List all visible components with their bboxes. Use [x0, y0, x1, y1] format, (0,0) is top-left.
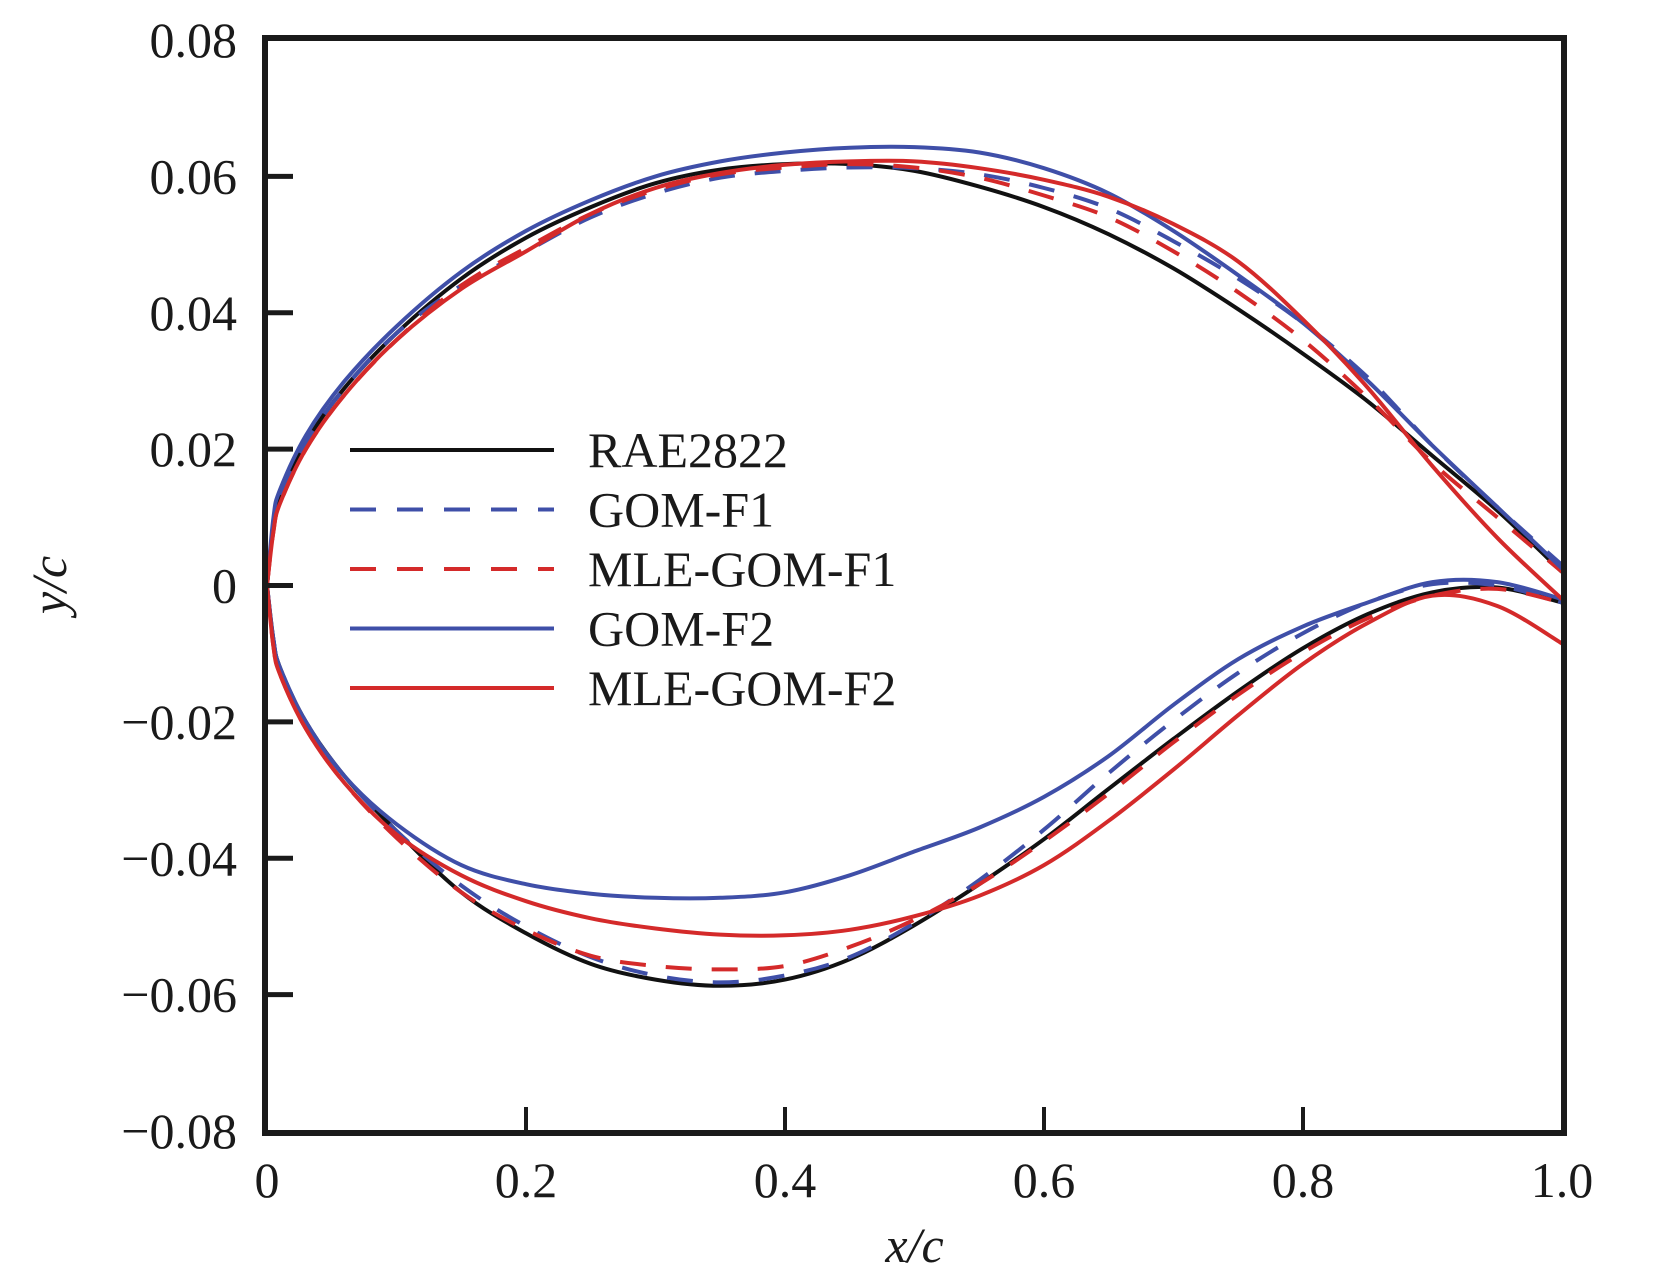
y-tick-label: −0.02 [121, 694, 237, 750]
x-axis-label: x/c [884, 1217, 943, 1273]
plot-frame [262, 35, 1567, 1136]
legend-item: RAE2822 [350, 422, 788, 478]
series-curves [265, 144, 1564, 988]
series-mle-gom-f1 [265, 162, 1564, 972]
curve-gom-f2-upper [265, 144, 1564, 586]
x-tick-label: 0 [255, 1152, 280, 1208]
y-tick-label: 0.06 [150, 148, 238, 204]
curve-mle-gom-f2-lower [265, 585, 1564, 938]
x-tick-label: 1.0 [1531, 1152, 1594, 1208]
legend-label: MLE-GOM-F2 [588, 660, 896, 716]
legend-item: GOM-F2 [350, 601, 774, 657]
series-mle-gom-f2 [265, 158, 1564, 938]
legend-item: MLE-GOM-F2 [350, 660, 896, 716]
curve-gom-f1-upper [265, 165, 1564, 586]
y-tick-label: 0.02 [150, 421, 238, 477]
curve-gom-f2-lower [265, 577, 1563, 901]
x-tick-label: 0.2 [495, 1152, 558, 1208]
y-tick-label: −0.06 [121, 967, 237, 1023]
legend-label: MLE-GOM-F1 [588, 541, 896, 597]
curve-rae2822-lower [265, 584, 1563, 988]
y-tick-label: 0.08 [150, 12, 238, 68]
y-tick-label: −0.04 [121, 830, 237, 886]
y-tick-label: −0.08 [121, 1103, 237, 1159]
y-tick-label: 0 [212, 558, 237, 614]
legend-label: GOM-F1 [588, 482, 774, 538]
legend-label: RAE2822 [588, 422, 788, 478]
curve-rae2822-upper [265, 161, 1564, 586]
x-tick-label: 0.6 [1013, 1152, 1076, 1208]
legend-item: GOM-F1 [350, 482, 774, 538]
series-gom-f2 [265, 144, 1564, 901]
x-tick-label: 0.4 [754, 1152, 817, 1208]
y-axis-label: y/c [21, 556, 77, 619]
legend-item: MLE-GOM-F1 [350, 541, 896, 597]
curve-gom-f1-lower [265, 580, 1563, 985]
axes: 0 0.2 0.4 0.6 0.8 1.0 0.08 0.06 0.04 0.02 0 −0.02 −0… [121, 12, 1593, 1208]
x-tick-label: 0.8 [1272, 1152, 1335, 1208]
curve-mle-gom-f2-upper [265, 158, 1564, 601]
y-tick-label: 0.04 [150, 285, 238, 341]
legend-label: GOM-F2 [588, 601, 774, 657]
curve-mle-gom-f1-lower [265, 585, 1563, 972]
